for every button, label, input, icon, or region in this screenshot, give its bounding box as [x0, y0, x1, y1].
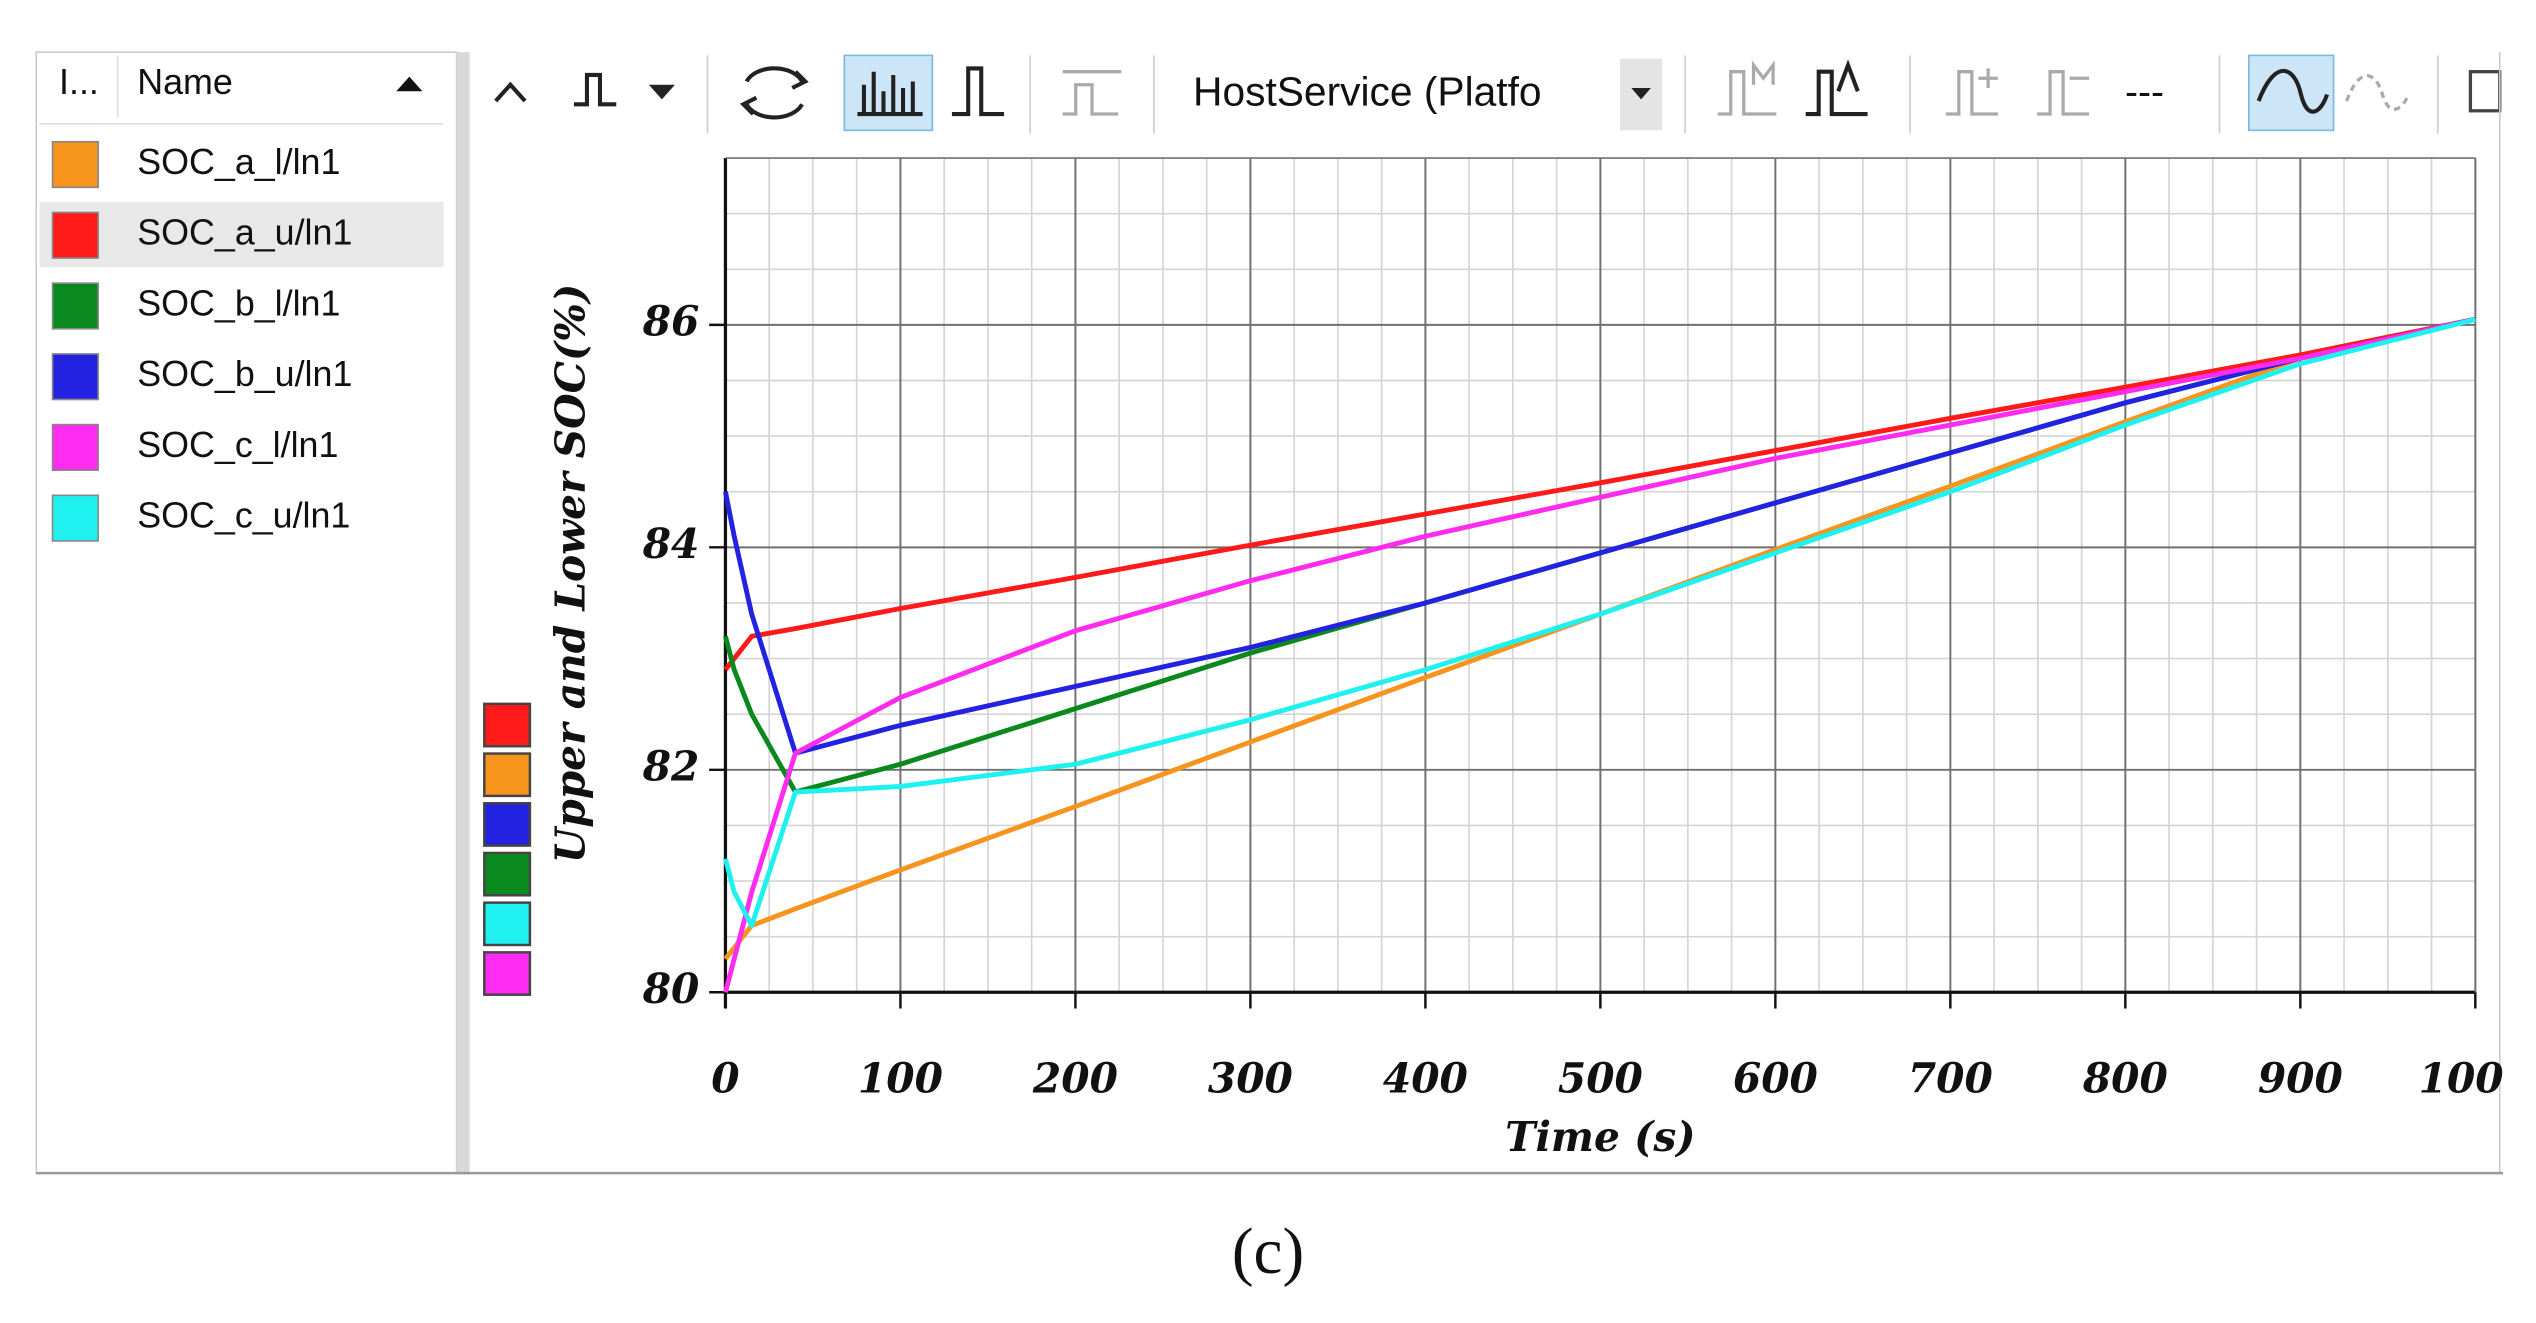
plot: 0 100 200 300 400 500 600 700 800 900 1000 80 82 84 86: [642, 157, 2532, 1102]
legend-swatch[interactable]: [51, 494, 99, 542]
legend-swatch[interactable]: [51, 282, 99, 330]
x-tick-label: 200: [1032, 1054, 1118, 1102]
icon[interactable]: [648, 84, 675, 100]
legend-entry[interactable]: SOC_a_l/ln1: [137, 142, 340, 182]
icon[interactable]: [2037, 70, 2090, 116]
toolbar: HostService (Platfo ---: [494, 54, 2502, 134]
color-key: [483, 951, 532, 996]
icon[interactable]: [573, 72, 617, 107]
col-header[interactable]: Name: [137, 62, 233, 102]
icon[interactable]: [739, 66, 809, 120]
icon[interactable]: [951, 66, 1005, 117]
x-tick-label: 400: [1383, 1054, 1468, 1102]
icon-label[interactable]: ---: [2125, 71, 2164, 114]
x-tick-label: 300: [1208, 1054, 1293, 1102]
x-tick-label: 0: [711, 1054, 739, 1102]
y-tick-label: 86: [642, 297, 700, 345]
icon[interactable]: [1805, 59, 1868, 117]
legend-entry[interactable]: SOC_c_l/ln1: [137, 425, 338, 465]
y-axis-label: Upper and Lower SOC(%): [546, 284, 594, 864]
series-line: [723, 316, 2476, 993]
x-axis-label: Time (s): [1505, 1113, 1695, 1161]
col-header[interactable]: I...: [59, 62, 99, 102]
splitter[interactable]: [456, 52, 470, 1174]
sort-arrow[interactable]: [396, 76, 423, 92]
legend-swatch[interactable]: [51, 211, 99, 259]
icon: [2256, 68, 2329, 114]
color-key: [483, 752, 532, 798]
color-key: [483, 702, 532, 748]
icon[interactable]: [1945, 68, 1998, 116]
source-dropdown[interactable]: HostService (Platfo: [1193, 68, 1542, 114]
icon[interactable]: [1062, 70, 1122, 116]
color-key: [483, 901, 532, 947]
icon[interactable]: [857, 71, 923, 117]
series-line: [723, 316, 2476, 756]
legend-swatch[interactable]: [51, 140, 99, 189]
series-line: [723, 316, 2476, 928]
x-tick-label: 600: [1733, 1054, 1818, 1102]
row-highlight: [39, 202, 444, 268]
x-tick-label: 100: [858, 1054, 943, 1102]
icon[interactable]: [1717, 60, 1777, 116]
x-tick-label: 500: [1558, 1054, 1643, 1102]
icon[interactable]: [494, 81, 527, 103]
legend-entry[interactable]: SOC_a_u/ln1: [137, 213, 352, 253]
icon-active[interactable]: [843, 54, 934, 132]
x-tick-label: 800: [2082, 1054, 2168, 1102]
icon[interactable]: [2345, 74, 2411, 111]
x-tick-label: 700: [1908, 1054, 1993, 1102]
y-tick-label: 84: [642, 520, 700, 568]
series-line: [723, 316, 2476, 961]
legend-swatch[interactable]: [51, 423, 99, 472]
x-tick-label: 1000: [2419, 1054, 2532, 1102]
caption: (c): [1232, 1216, 1304, 1288]
color-key: [483, 802, 532, 847]
legend-swatch[interactable]: [51, 353, 99, 401]
legend-entry[interactable]: SOC_b_l/ln1: [137, 283, 340, 323]
y-tick-label: 80: [642, 965, 700, 1013]
icon: [1631, 87, 1651, 100]
x-tick-label: 900: [2258, 1054, 2343, 1102]
legend-entry[interactable]: SOC_b_u/ln1: [137, 354, 352, 394]
color-key: [483, 851, 532, 897]
y-tick-label: 82: [642, 742, 700, 790]
legend-entry[interactable]: SOC_c_u/ln1: [137, 496, 350, 536]
